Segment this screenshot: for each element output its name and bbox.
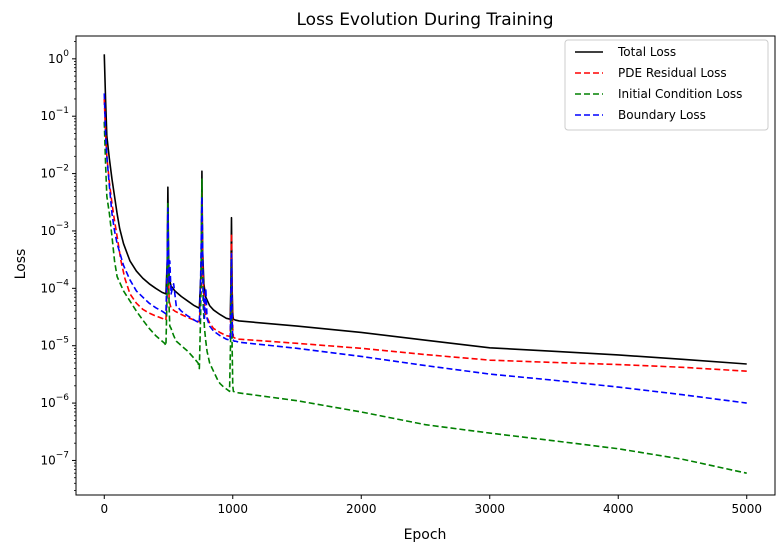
y-tick-label: 10−6: [40, 393, 69, 410]
legend-label: Boundary Loss: [618, 108, 706, 122]
x-tick-label: 3000: [474, 502, 505, 516]
y-axis-label: Loss: [13, 249, 29, 280]
y-tick-label: 100: [48, 49, 69, 66]
x-axis-label: Epoch: [404, 527, 447, 543]
x-tick-label: 1000: [217, 502, 248, 516]
series-line-4: [103, 93, 747, 404]
chart-title: Loss Evolution During Training: [297, 10, 554, 30]
legend-label: Total Loss: [617, 45, 676, 59]
y-tick-label: 10−1: [40, 106, 69, 123]
y-tick-label: 10−2: [40, 164, 69, 181]
series-line-3: [103, 121, 747, 474]
plot-frame: [75, 35, 776, 496]
x-tick-label: 0: [100, 502, 108, 516]
x-axis: 0 1000 2000 3000 4000 5000: [100, 495, 762, 516]
x-tick-label: 5000: [731, 502, 762, 516]
y-axis: 10−7 10−6 10−5 10−4 10−3 10−2 10−1 100: [40, 41, 76, 491]
legend: Total Loss PDE Residual Loss Initial Condi…: [564, 39, 769, 131]
y-tick-label: 10−7: [40, 450, 69, 467]
legend-label: Initial Condition Loss: [618, 87, 742, 101]
y-tick-label: 10−3: [40, 221, 69, 238]
legend-box: [564, 39, 769, 131]
x-tick-label: 4000: [603, 502, 634, 516]
y-tick-label: 10−4: [40, 278, 69, 295]
series-line-2: [103, 98, 747, 372]
legend-label: PDE Residual Loss: [618, 66, 727, 80]
x-tick-label: 2000: [346, 502, 377, 516]
series-layer: [103, 54, 747, 474]
y-tick-label: 10−5: [40, 336, 69, 353]
